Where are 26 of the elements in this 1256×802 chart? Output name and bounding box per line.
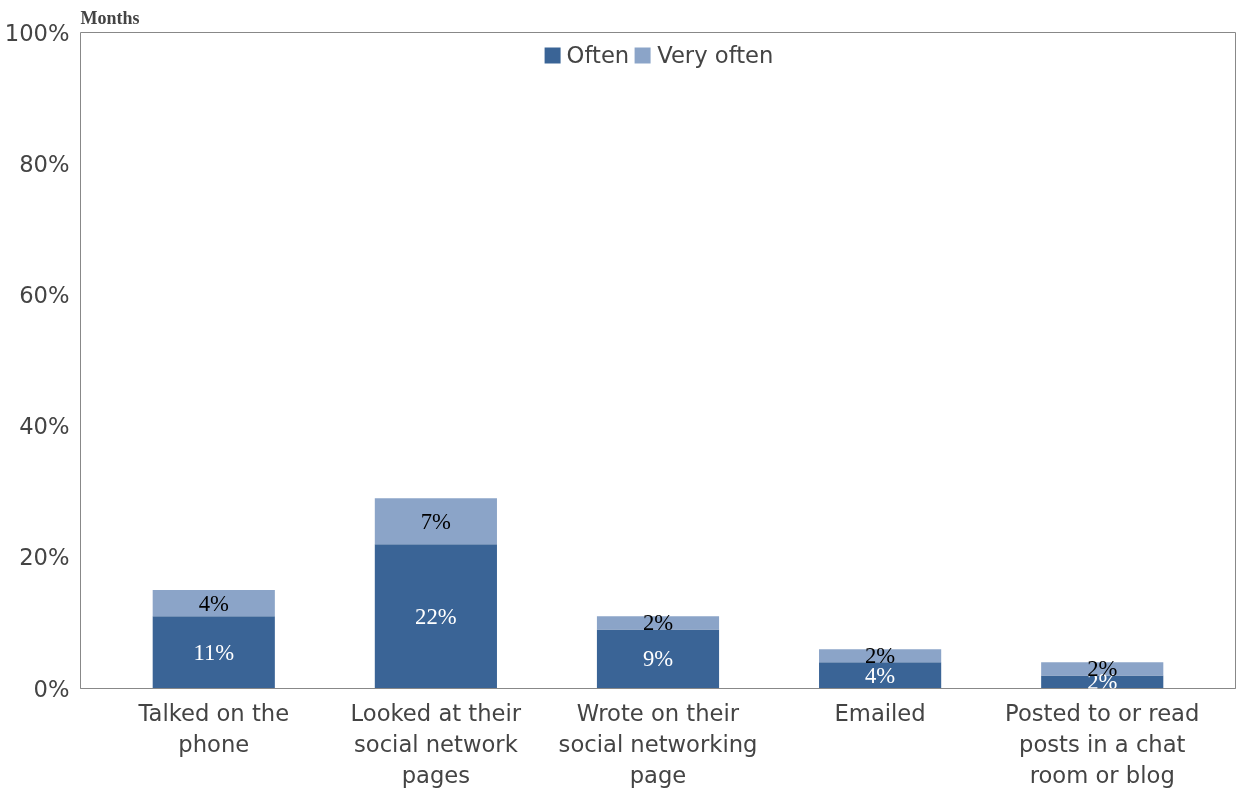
bar [374, 498, 497, 545]
x-tick-label: Posted to or read posts in a chat room or blog [1005, 699, 1200, 788]
bar [152, 590, 275, 617]
y-tick-label: 80% [19, 150, 70, 177]
x-tick-label: Talked on the phone [137, 699, 290, 757]
legend-label: Very often [657, 42, 774, 68]
x-tick-label: Looked at their social network pages [350, 699, 522, 788]
y-tick-label: 20% [19, 544, 70, 571]
data-label: 7% [420, 508, 452, 534]
y-tick-label: 0% [33, 675, 70, 702]
data-label: 9% [642, 646, 674, 672]
data-label: 11% [193, 639, 235, 665]
y-tick-label: 100% [4, 19, 70, 46]
x-tick-label: Wrote on their social networking page [558, 699, 758, 788]
x-tick-label: Emailed [834, 699, 926, 726]
bar [374, 544, 497, 689]
data-label: 2% [642, 610, 674, 636]
data-label: 4% [198, 590, 229, 616]
chart-title: Months [80, 7, 140, 28]
bar [152, 616, 275, 689]
bar [596, 629, 720, 689]
legend-label: Often [566, 42, 630, 68]
bar [819, 662, 942, 689]
data-label: 22% [415, 603, 457, 629]
y-tick-label: 60% [19, 281, 70, 308]
y-tick-label: 40% [19, 413, 70, 440]
